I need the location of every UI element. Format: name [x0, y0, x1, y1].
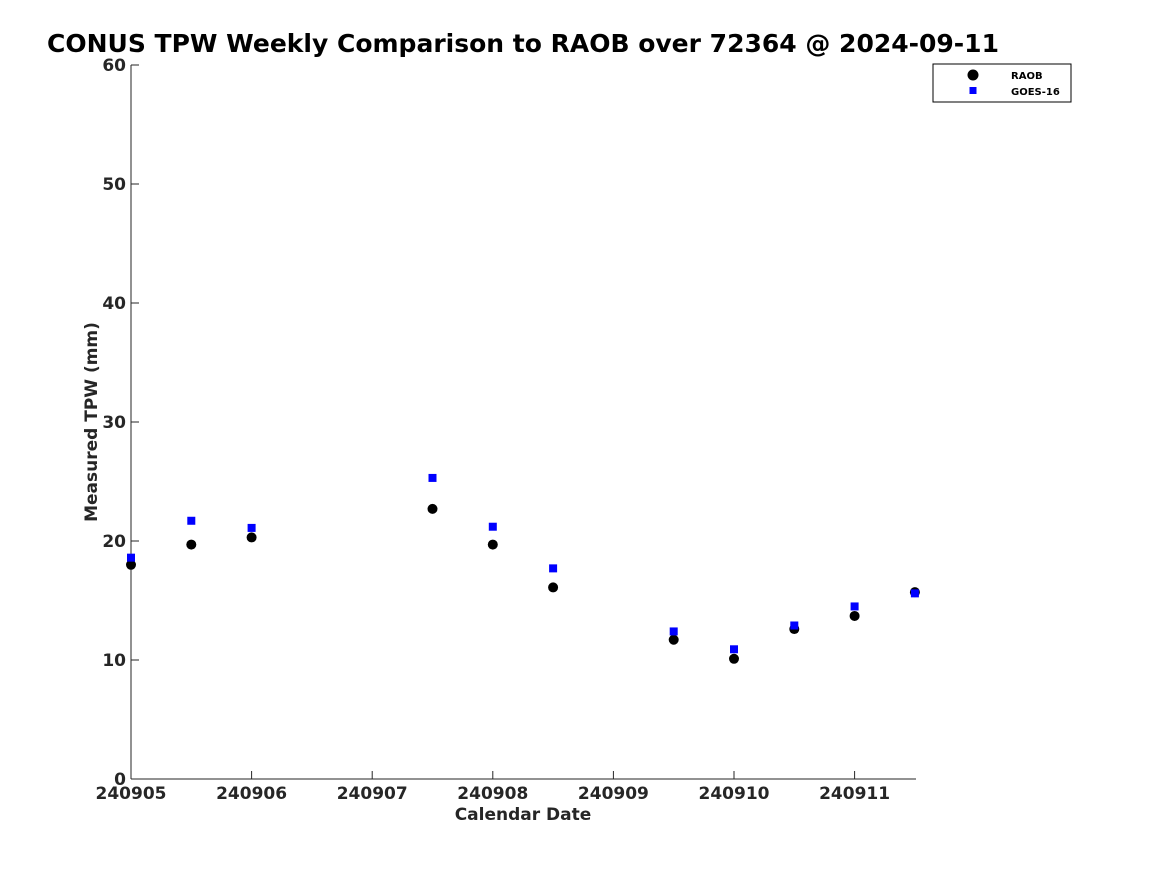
x-tick-label: 240906: [216, 784, 287, 804]
y-tick-label: 40: [102, 294, 126, 314]
goes16-point: [187, 516, 196, 525]
y-tick-label: 60: [102, 56, 126, 76]
y-tick-label: 0: [114, 770, 126, 790]
goes16-point: [488, 522, 497, 531]
goes16-point: [428, 473, 437, 482]
series-goes-16: [127, 473, 919, 654]
series-raob: [126, 503, 920, 664]
x-tick-label: 240907: [337, 784, 408, 804]
goes16-point: [910, 589, 919, 598]
raob-point: [548, 582, 559, 593]
goes16-point: [127, 553, 135, 562]
raob-point: [126, 559, 136, 570]
chart-title: CONUS TPW Weekly Comparison to RAOB over…: [47, 29, 999, 58]
goes16-point: [549, 564, 558, 573]
raob-point: [186, 539, 197, 550]
x-tick-label: 240910: [699, 784, 770, 804]
raob-point: [427, 503, 438, 514]
x-tick-label: 240908: [457, 784, 528, 804]
goes16-point: [790, 621, 799, 630]
goes16-point: [850, 602, 859, 611]
y-axis-label: Measured TPW (mm): [82, 322, 102, 522]
y-tick-label: 50: [102, 175, 126, 195]
legend-marker-raob: [967, 69, 979, 81]
x-tick-label: 240911: [819, 784, 890, 804]
y-tick-label: 10: [102, 651, 126, 671]
x-axis-label: Calendar Date: [455, 805, 592, 825]
raob-point: [246, 532, 257, 543]
goes16-point: [669, 627, 678, 636]
y-tick-label: 20: [102, 532, 126, 552]
raob-point: [849, 610, 860, 621]
legend-box: [932, 63, 1072, 103]
x-tick-label: 240905: [96, 784, 167, 804]
raob-point: [668, 634, 679, 645]
goes16-point: [247, 523, 256, 532]
axes: 0 10 20 30 40 50 60 240905 240906 240907 240908 240…: [96, 56, 916, 804]
y-tick-label: 30: [102, 413, 126, 433]
data-marks: [126, 473, 920, 664]
legend-label-raob: RAOB: [1011, 71, 1043, 82]
x-tick-label: 240909: [578, 784, 649, 804]
legend-label-goes16: GOES-16: [1011, 87, 1060, 98]
raob-point: [729, 653, 739, 664]
legend-marker-goes16: [969, 87, 977, 94]
legend: RAOB GOES-16: [932, 63, 1072, 103]
raob-point: [487, 539, 498, 550]
goes16-point: [730, 645, 738, 654]
